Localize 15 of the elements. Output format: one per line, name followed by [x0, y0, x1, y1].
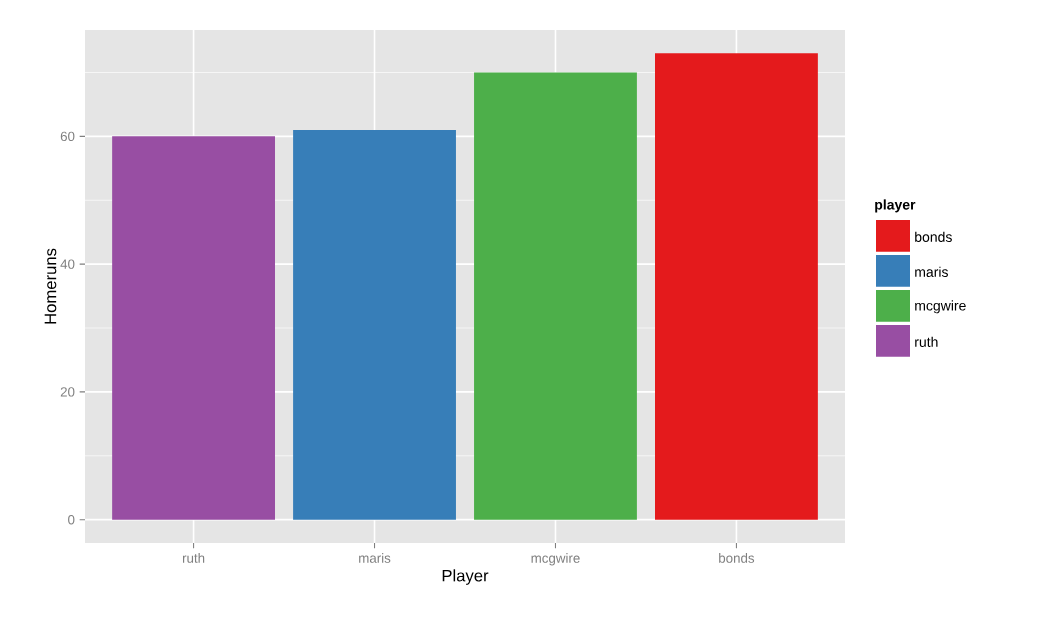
y-tick-label: 20 [60, 387, 75, 397]
y-axis-title: Homeruns [44, 248, 57, 324]
y-tick-label: 0 [68, 514, 75, 525]
legend-title: player [875, 199, 916, 213]
y-tick-label: 40 [60, 259, 75, 269]
legend-label: maris [915, 266, 948, 277]
x-axis-title: Player [442, 569, 489, 585]
legend-label: bonds [915, 231, 952, 242]
x-tick-label: maris [359, 553, 391, 563]
x-tick-label: mcgwire [531, 553, 580, 566]
legend-label: ruth [915, 336, 938, 347]
x-tick-label: ruth [182, 553, 205, 563]
y-tick-label: 60 [60, 131, 75, 142]
x-tick-label: bonds [719, 553, 755, 563]
legend-label: mcgwire [915, 300, 966, 314]
